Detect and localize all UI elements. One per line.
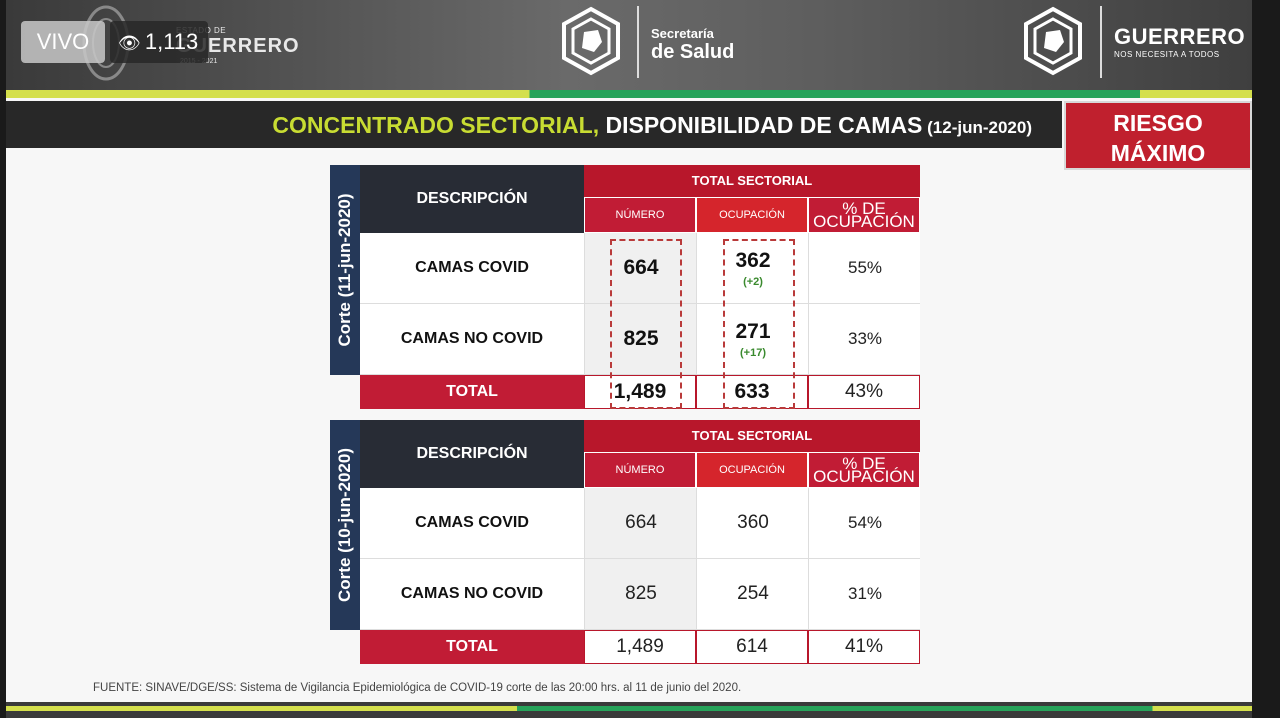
ocupacion-value: 362 (735, 248, 771, 272)
corte-date-label: Corte (10-jun-2020) (335, 448, 354, 602)
highlight-numero-dashed-box (610, 239, 682, 409)
total-numero: 1,489 (584, 630, 696, 664)
header-stripe (6, 90, 1252, 98)
numero-value: 664 (623, 256, 659, 279)
slide: ESTADO DE GUERRERO 2015 - 2021 Secretarí… (6, 0, 1252, 718)
ocupacion-value: 271 (735, 319, 771, 343)
total-label: TOTAL (360, 630, 584, 664)
risk-line1: RIESGO (1113, 110, 1203, 136)
numero-cell: 664 (584, 233, 697, 303)
ocupacion-value: 360 (737, 512, 769, 533)
guerrero-name: GUERRERO (1114, 24, 1246, 49)
viewer-count: 👁 1,113 (110, 21, 208, 63)
title-main: DISPONIBILIDAD DE CAMAS (599, 112, 923, 138)
pct-header-line1: % DE (842, 199, 886, 218)
title-date: (12-jun-2020) (922, 118, 1032, 137)
guerrero-logo: GUERRERO NOS NECESITA A TODOS (1114, 24, 1245, 59)
pct-value: 33% (847, 329, 883, 348)
pct-cell: 54% (808, 488, 921, 558)
live-badge: VIVO (21, 21, 105, 63)
total-row: TOTAL 1,489 614 41% (360, 630, 920, 664)
secretaria-line2: de Salud (651, 41, 735, 63)
row-label: CAMAS NO COVID (400, 330, 544, 347)
pct-cell: 33% (808, 304, 921, 374)
numero-value: 825 (625, 583, 657, 604)
secretaria-salud-emblem-icon (562, 6, 620, 76)
total-pct: 41% (808, 630, 920, 664)
viewer-count-value: 1,113 (144, 29, 199, 54)
ocupacion-cell: 362 (+2) (696, 233, 809, 303)
ocupacion-value: 254 (737, 583, 769, 604)
numero-cell: 825 (584, 559, 697, 629)
pct-value: 31% (847, 584, 883, 603)
row-label: CAMAS NO COVID (400, 585, 544, 602)
numero-value: 664 (625, 512, 657, 533)
header-divider (1100, 6, 1102, 78)
pct-cell: 31% (808, 559, 921, 629)
numero-column-header: NÚMERO (584, 197, 696, 233)
guerrero-emblem-icon (1024, 6, 1082, 76)
risk-badge: RIESGO MÁXIMO (1064, 101, 1252, 170)
table-row: CAMAS NO COVID 825 271 (+17) 33% (360, 304, 920, 375)
ocupacion-delta: (+2) (743, 275, 763, 288)
row-label: CAMAS COVID (415, 514, 529, 531)
page-title: CONCENTRADO SECTORIAL, DISPONIBILIDAD DE… (272, 112, 1032, 139)
title-bar: CONCENTRADO SECTORIAL, DISPONIBILIDAD DE… (6, 101, 1062, 148)
total-sectorial-header: TOTAL SECTORIAL (584, 420, 920, 452)
total-label: TOTAL (360, 375, 584, 409)
description-header: DESCRIPCIÓN (360, 165, 584, 233)
highlight-ocupacion-dashed-box (723, 239, 795, 409)
pct-value: 54% (847, 513, 883, 532)
numero-cell: 664 (584, 488, 697, 558)
secretaria-line1: Secretaría (651, 26, 714, 41)
risk-line2: MÁXIMO (1110, 140, 1206, 166)
secretaria-salud-logo: Secretaría de Salud (651, 26, 734, 64)
total-pct: 43% (808, 375, 920, 409)
header-divider (637, 6, 639, 78)
corte-side-label: Corte (11-jun-2020) (330, 165, 360, 375)
ocupacion-cell: 271 (+17) (696, 304, 809, 374)
pct-cell: 55% (808, 233, 921, 303)
guerrero-slogan: NOS NECESITA A TODOS (1114, 50, 1220, 59)
table-row: CAMAS COVID 664 362 (+2) 55% (360, 233, 920, 304)
ocupacion-delta: (+17) (740, 346, 766, 359)
row-label: CAMAS COVID (415, 259, 529, 276)
footer-stripe (6, 706, 1252, 711)
pct-ocupacion-column-header: % DE OCUPACIÓN (808, 452, 920, 488)
pct-ocupacion-column-header: % DE OCUPACIÓN (808, 197, 920, 233)
numero-cell: 825 (584, 304, 697, 374)
numero-value: 825 (623, 327, 659, 350)
corte-side-label: Corte (10-jun-2020) (330, 420, 360, 630)
pct-header-line1: % DE (842, 454, 886, 473)
header-bar: ESTADO DE GUERRERO 2015 - 2021 Secretarí… (6, 0, 1252, 92)
total-ocupacion: 614 (696, 630, 808, 664)
table-corte-10-jun: Corte (10-jun-2020) DESCRIPCIÓN TOTAL SE… (330, 420, 920, 664)
corte-date-label: Corte (11-jun-2020) (335, 193, 354, 347)
ocupacion-column-header: OCUPACIÓN (696, 197, 808, 233)
table-row: CAMAS COVID 664 360 54% (360, 488, 920, 559)
eye-icon: 👁 (118, 33, 141, 53)
table-row: CAMAS NO COVID 825 254 31% (360, 559, 920, 630)
pct-value: 55% (847, 258, 883, 277)
footer-bar (6, 702, 1252, 718)
total-sectorial-header: TOTAL SECTORIAL (584, 165, 920, 197)
pct-header-line2: OCUPACIÓN (813, 212, 915, 231)
description-header: DESCRIPCIÓN (360, 420, 584, 488)
title-highlight: CONCENTRADO SECTORIAL, (272, 112, 600, 138)
ocupacion-cell: 254 (696, 559, 809, 629)
ocupacion-cell: 360 (696, 488, 809, 558)
source-footnote: FUENTE: SINAVE/DGE/SS: Sistema de Vigila… (93, 682, 742, 694)
ocupacion-column-header: OCUPACIÓN (696, 452, 808, 488)
numero-column-header: NÚMERO (584, 452, 696, 488)
table-corte-11-jun: Corte (11-jun-2020) DESCRIPCIÓN TOTAL SE… (330, 165, 920, 409)
pct-header-line2: OCUPACIÓN (813, 467, 915, 486)
